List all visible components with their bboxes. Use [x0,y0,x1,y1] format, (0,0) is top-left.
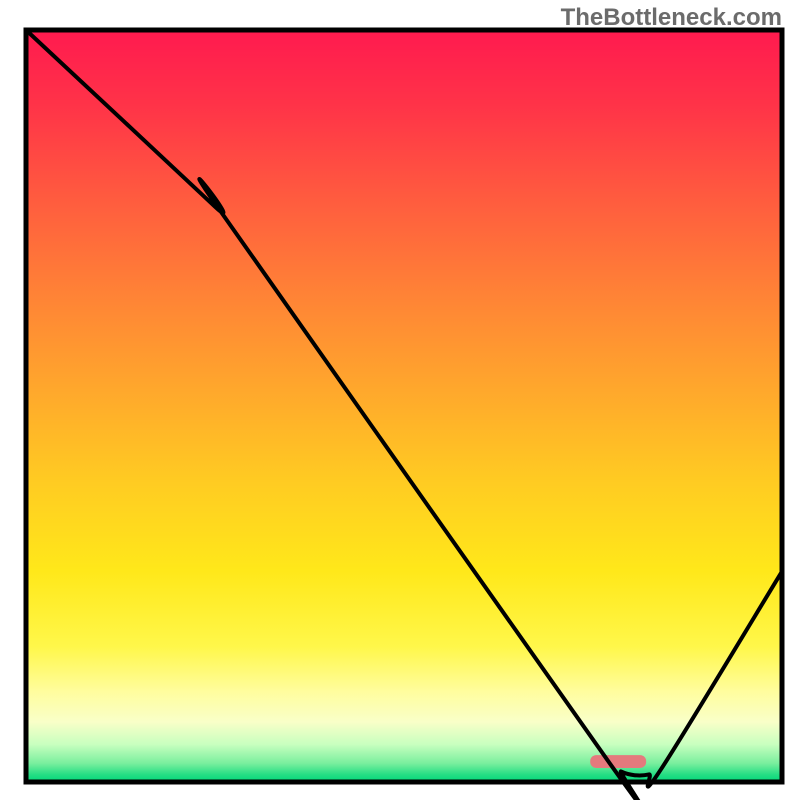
gradient-background [26,30,782,782]
watermark-text: TheBottleneck.com [561,4,782,32]
bottleneck-curve-chart [0,0,800,800]
chart-container: TheBottleneck.com [0,0,800,800]
optimal-range-marker [590,755,646,768]
